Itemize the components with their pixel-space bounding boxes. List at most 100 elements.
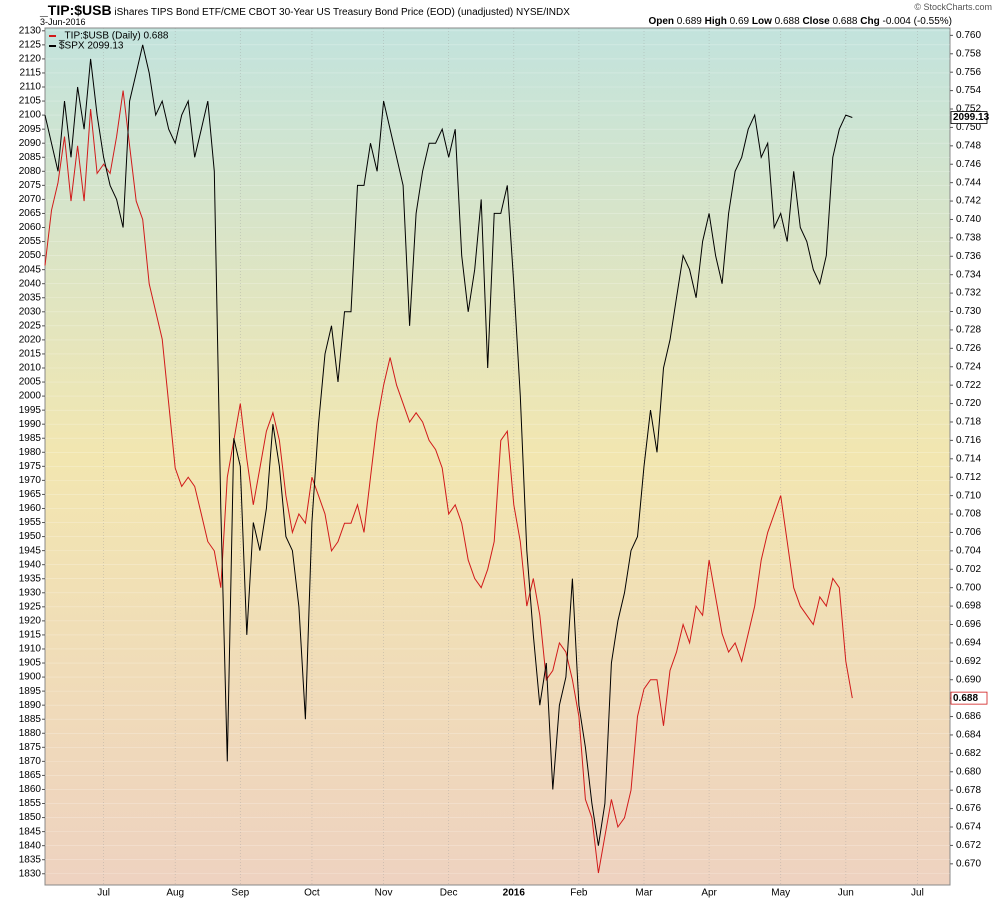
y-tick-label: 1835 bbox=[19, 854, 42, 865]
y2-tick-label: 0.728 bbox=[956, 325, 981, 336]
quote-value: 0.69 bbox=[729, 16, 750, 27]
x-tick-label: Oct bbox=[304, 888, 320, 899]
legend-label: _TIP:$USB (Daily) 0.688 bbox=[58, 31, 169, 42]
x-tick-label: Feb bbox=[570, 888, 588, 899]
y2-tick-label: 0.712 bbox=[956, 472, 981, 483]
y-tick-label: 1995 bbox=[19, 405, 42, 416]
series-line bbox=[44, 90, 853, 874]
y-tick-label: 2055 bbox=[19, 236, 42, 247]
y2-tick-label: 0.708 bbox=[956, 509, 981, 520]
x-tick-label: Jul bbox=[97, 888, 110, 899]
quote-label: Chg bbox=[860, 16, 880, 27]
plot-area bbox=[44, 27, 951, 886]
y-tick-label: 2020 bbox=[19, 335, 42, 346]
y-tick-label: 1865 bbox=[19, 770, 42, 781]
y2-tick-label: 0.682 bbox=[956, 748, 981, 759]
y-tick-label: 1950 bbox=[19, 531, 42, 542]
y2-tick-label: 0.754 bbox=[956, 85, 981, 96]
y-tick-label: 1925 bbox=[19, 601, 42, 612]
quote-value: -0.004 (-0.55%) bbox=[882, 16, 952, 27]
y-tick-label: 2005 bbox=[19, 377, 42, 388]
y2-tick-label: 0.670 bbox=[956, 858, 981, 869]
x-tick-label: Apr bbox=[701, 888, 717, 899]
title: _TIP:$USB bbox=[40, 2, 112, 18]
y-tick-label: 1955 bbox=[19, 517, 42, 528]
y-tick-label: 2080 bbox=[19, 166, 42, 177]
y-tick-label: 1870 bbox=[19, 756, 42, 767]
header-left: _TIP:$USB iShares TIPS Bond ETF/CME CBOT… bbox=[40, 2, 570, 18]
y-tick-label: 1900 bbox=[19, 672, 42, 683]
y-tick-label: 2075 bbox=[19, 180, 42, 191]
y2-tick-label: 0.724 bbox=[956, 361, 981, 372]
y2-tick-label: 0.734 bbox=[956, 269, 981, 280]
y2-tick-label: 0.738 bbox=[956, 233, 981, 244]
y-tick-label: 2025 bbox=[19, 320, 42, 331]
y2-tick-label: 0.704 bbox=[956, 545, 981, 556]
y2-tick-label: 0.748 bbox=[956, 140, 981, 151]
y-tick-label: 2000 bbox=[19, 391, 42, 402]
y-tick-label: 2105 bbox=[19, 96, 42, 107]
x-tick-label: Dec bbox=[440, 888, 458, 899]
y-tick-label: 1875 bbox=[19, 742, 42, 753]
y2-tick-label: 0.714 bbox=[956, 453, 981, 464]
y2-tick-label: 0.692 bbox=[956, 656, 981, 667]
y2-tick-label: 0.690 bbox=[956, 674, 981, 685]
quote-label: Low bbox=[751, 16, 772, 27]
y-tick-label: 1940 bbox=[19, 559, 42, 570]
x-tick-label: Jun bbox=[838, 888, 854, 899]
y-tick-label: 1990 bbox=[19, 419, 42, 430]
x-tick-label: Sep bbox=[231, 888, 249, 899]
y-tick-label: 2110 bbox=[19, 82, 41, 93]
y-tick-label: 2065 bbox=[19, 208, 42, 219]
y2-tick-label: 0.760 bbox=[956, 30, 981, 41]
quote-value: 0.688 bbox=[774, 16, 800, 27]
y-tick-label: 2015 bbox=[19, 349, 42, 360]
series-line bbox=[44, 44, 853, 846]
y-tick-label: 2060 bbox=[19, 222, 42, 233]
y2-tick-label: 0.700 bbox=[956, 582, 981, 593]
x-tick-label: Aug bbox=[166, 888, 184, 899]
y-tick-label: 1975 bbox=[19, 461, 42, 472]
y-tick-label: 2040 bbox=[19, 278, 42, 289]
y2-tick-label: 0.746 bbox=[956, 159, 981, 170]
y2-tick-label: 0.722 bbox=[956, 380, 981, 391]
x-tick-label: 2016 bbox=[503, 888, 526, 899]
x-tick-label: Jul bbox=[911, 888, 924, 899]
y-tick-label: 1880 bbox=[19, 728, 42, 739]
y2-tick-label: 0.684 bbox=[956, 730, 981, 741]
date: 3-Jun-2016 bbox=[40, 17, 86, 27]
y-tick-label: 2090 bbox=[19, 138, 42, 149]
subtitle: iShares TIPS Bond ETF/CME CBOT 30-Year U… bbox=[114, 7, 570, 18]
last-value-badge bbox=[950, 111, 988, 124]
y2-tick-label: 0.750 bbox=[956, 122, 981, 133]
credit: © StockCharts.com bbox=[914, 2, 992, 12]
quote-label: Open bbox=[648, 16, 675, 27]
y2-tick-label: 0.674 bbox=[956, 822, 981, 833]
x-tick-label: Mar bbox=[635, 888, 653, 899]
y2-tick-label: 0.732 bbox=[956, 288, 981, 299]
y-tick-label: 1920 bbox=[19, 616, 42, 627]
y-tick-label: 2095 bbox=[19, 124, 42, 135]
y2-tick-label: 0.696 bbox=[956, 619, 981, 630]
y2-tick-label: 0.736 bbox=[956, 251, 981, 262]
y2-tick-label: 0.702 bbox=[956, 564, 981, 575]
y2-tick-label: 0.716 bbox=[956, 435, 981, 446]
y-tick-label: 2115 bbox=[19, 68, 41, 79]
y2-tick-label: 0.752 bbox=[956, 104, 981, 115]
y2-tick-label: 0.694 bbox=[956, 638, 981, 649]
y2-tick-label: 0.680 bbox=[956, 766, 981, 777]
y-tick-label: 1945 bbox=[19, 545, 42, 556]
y-tick-label: 2035 bbox=[19, 292, 42, 303]
y-tick-label: 1905 bbox=[19, 658, 42, 669]
y-tick-label: 1935 bbox=[19, 573, 42, 584]
y-tick-label: 1915 bbox=[19, 630, 42, 641]
y-tick-label: 2030 bbox=[19, 306, 42, 317]
y-tick-label: 2085 bbox=[19, 152, 42, 163]
last-value-label: 2099.13 bbox=[953, 112, 990, 123]
y2-tick-label: 0.706 bbox=[956, 527, 981, 538]
y-tick-label: 2125 bbox=[19, 39, 42, 50]
y-tick-label: 2120 bbox=[19, 54, 42, 65]
y2-tick-label: 0.726 bbox=[956, 343, 981, 354]
